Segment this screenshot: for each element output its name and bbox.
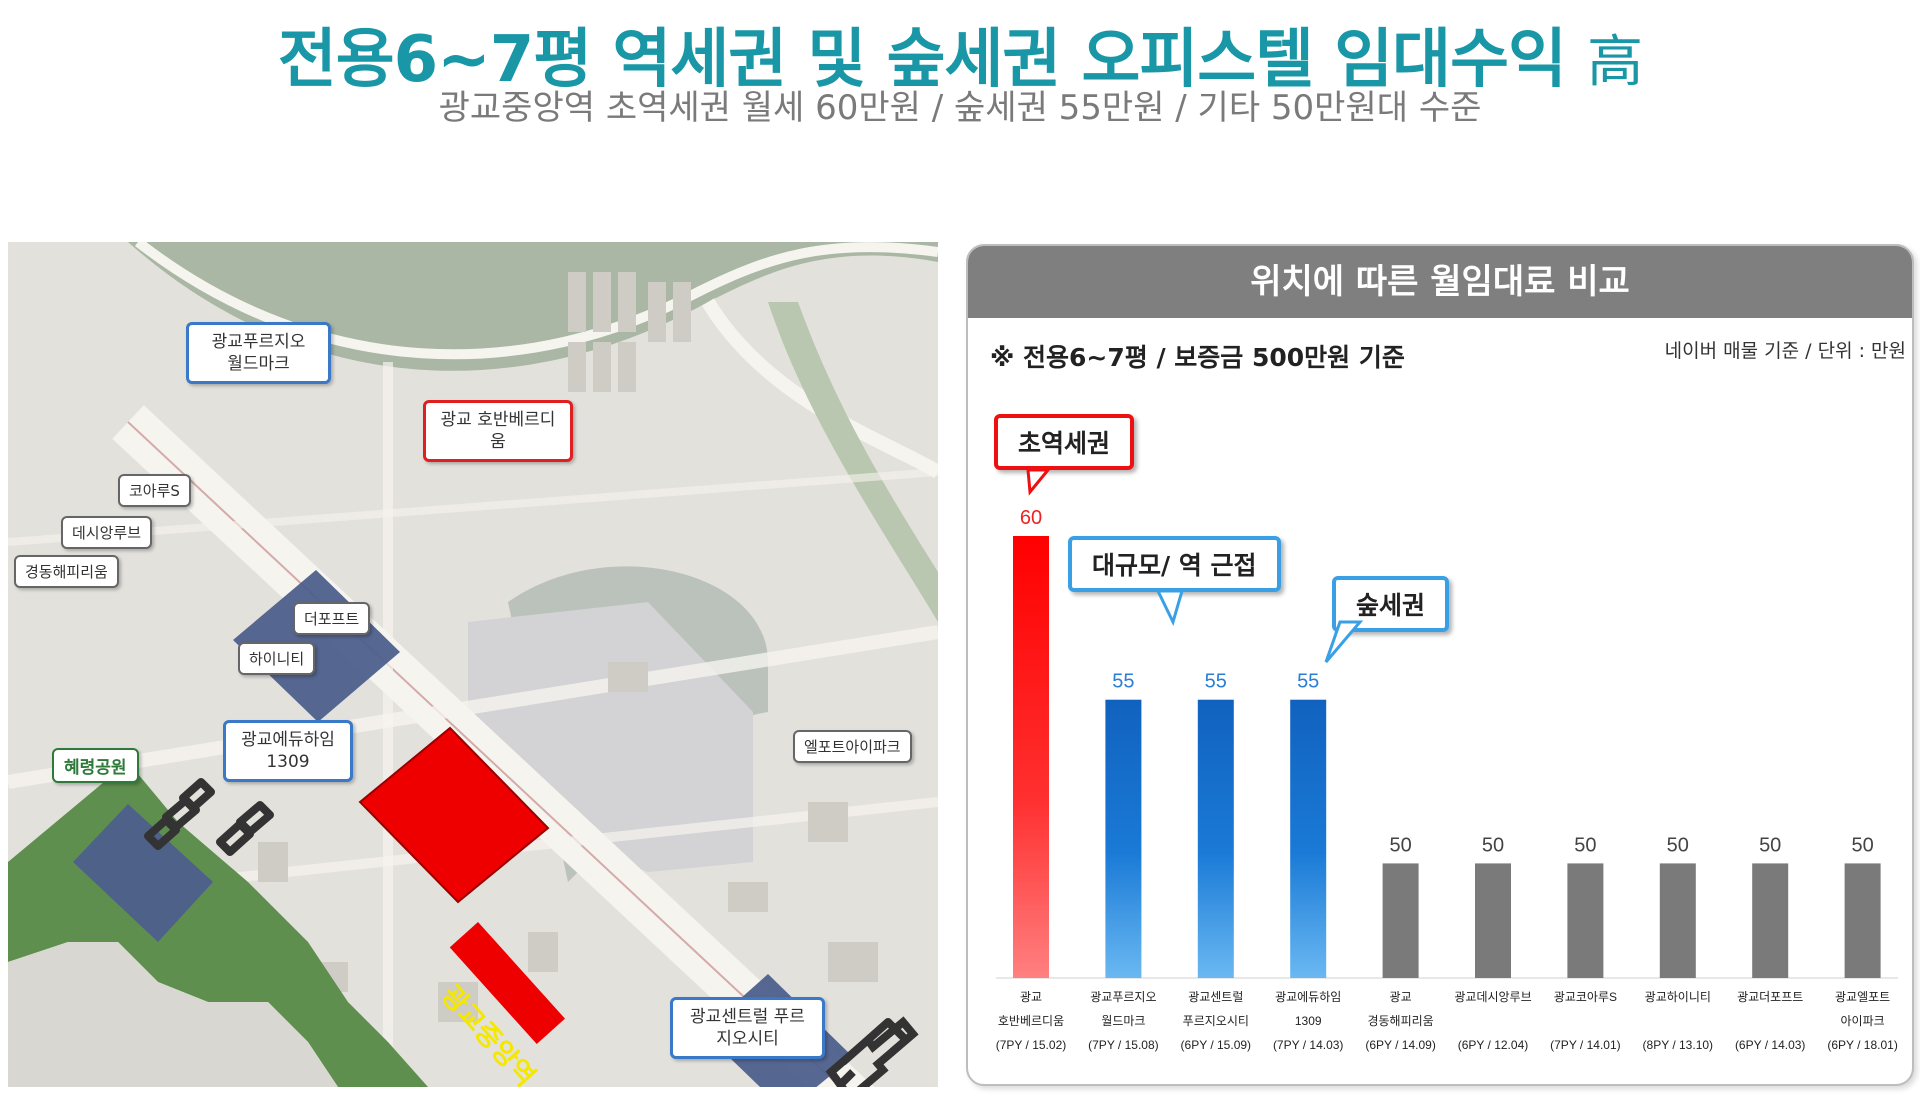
- bar-8: [1659, 863, 1696, 978]
- category-label: 광교더포프트: [1737, 990, 1803, 1004]
- callout-gyeongdong: 경동해피리움: [14, 555, 119, 588]
- bar-5: [1382, 863, 1419, 978]
- bar-value-label: 60: [1020, 507, 1042, 529]
- category-label: 광교푸르지오: [1090, 990, 1156, 1004]
- annotation-forest: 숲세권: [1332, 576, 1450, 632]
- title-text: 전용6~7평 역세권 및 숲세권 오피스텔 임대수익: [277, 23, 1567, 97]
- category-label: 경동해피리움: [1367, 1014, 1433, 1028]
- chart-header: 위치에 따른 월임대료 비교: [968, 246, 1912, 318]
- category-label: 푸르지오시티: [1183, 1014, 1249, 1028]
- callout-eduhaim: 광교에듀하임 1309: [223, 720, 353, 782]
- category-label: (6PY / 12.04): [1458, 1038, 1529, 1052]
- category-label: 광교데시앙루브: [1454, 990, 1531, 1004]
- category-label: 호반베르디움: [998, 1014, 1064, 1028]
- category-label: (6PY / 14.03): [1735, 1038, 1806, 1052]
- callout-hiniti: 하이니티: [238, 642, 316, 675]
- category-label: (7PY / 14.01): [1550, 1038, 1621, 1052]
- category-label: 광교: [1390, 990, 1412, 1004]
- bar-value-label: 55: [1112, 671, 1134, 693]
- bar-value-label: 55: [1205, 671, 1227, 693]
- chart-source: 네이버 매물 기준 / 단위 : 만원: [1664, 340, 1906, 362]
- callout-hoban: 광교 호반베르디움: [423, 400, 573, 462]
- category-label: 광교에듀하임: [1275, 990, 1341, 1004]
- category-label: (7PY / 15.08): [1088, 1038, 1159, 1052]
- category-label: (8PY / 13.10): [1643, 1038, 1714, 1052]
- bar-value-label: 50: [1759, 834, 1781, 856]
- page-title: 전용6~7평 역세권 및 숲세권 오피스텔 임대수익 高: [0, 8, 1920, 100]
- page-subtitle: 광교중앙역 초역세권 월세 60만원 / 숲세권 55만원 / 기타 50만원대…: [438, 88, 1482, 128]
- category-label: 광교엘포트: [1835, 990, 1890, 1004]
- park-label: 혜령공원: [52, 748, 139, 783]
- bar-2: [1105, 699, 1142, 978]
- annotation-large: 대규모/ 역 근접: [1068, 536, 1281, 592]
- category-label: 광교센트럴: [1188, 990, 1243, 1004]
- callout-fuzio-world: 광교푸르지오 월드마크: [186, 322, 331, 384]
- bar-9: [1752, 863, 1789, 978]
- bar-value-label: 50: [1667, 834, 1689, 856]
- category-label: (7PY / 15.02): [996, 1038, 1067, 1052]
- callout-koarus: 코아루S: [118, 474, 191, 507]
- callout-elforte: 엘포트아이파크: [793, 730, 912, 763]
- callout-desiang: 데시앙루브: [61, 516, 153, 549]
- callout-theforte: 더포프트: [293, 602, 371, 635]
- bar-4: [1290, 699, 1327, 978]
- category-label: 아이파크: [1841, 1014, 1885, 1028]
- rent-chart-panel: 위치에 따른 월임대료 비교 ※ 전용6~7평 / 보증금 500만원 기준 네…: [966, 244, 1914, 1086]
- category-label: 월드마크: [1101, 1014, 1145, 1028]
- bar-1: [1013, 536, 1049, 978]
- category-label: (6PY / 14.09): [1365, 1038, 1436, 1052]
- category-label: (6PY / 15.09): [1181, 1038, 1252, 1052]
- callout-central: 광교센트럴 푸르지오시티: [670, 997, 825, 1059]
- category-label: 1309: [1295, 1014, 1322, 1028]
- bar-value-label: 55: [1297, 671, 1319, 693]
- annotation-station: 초역세권: [994, 414, 1135, 470]
- category-label: (7PY / 14.03): [1273, 1038, 1344, 1052]
- bar-6: [1475, 863, 1511, 978]
- location-map: 광교중앙역 광교푸르지오 월드마크 광교 호반베르디움 코아루S 데시앙루브 경…: [8, 242, 938, 1087]
- bar-10: [1844, 863, 1881, 978]
- bar-value-label: 50: [1851, 834, 1873, 856]
- bar-value-label: 50: [1574, 834, 1596, 856]
- chart-note: ※ 전용6~7평 / 보증금 500만원 기준: [990, 343, 1405, 372]
- bar-value-label: 50: [1389, 834, 1411, 856]
- bar-3: [1197, 699, 1234, 978]
- category-label: (6PY / 18.01): [1827, 1038, 1898, 1052]
- category-label: 광교하이니티: [1645, 990, 1711, 1004]
- category-label: 광교: [1020, 990, 1042, 1004]
- bar-value-label: 50: [1482, 834, 1504, 856]
- bar-7: [1567, 863, 1604, 978]
- title-suffix: 高: [1587, 30, 1643, 95]
- category-label: 광교코아루S: [1554, 990, 1617, 1004]
